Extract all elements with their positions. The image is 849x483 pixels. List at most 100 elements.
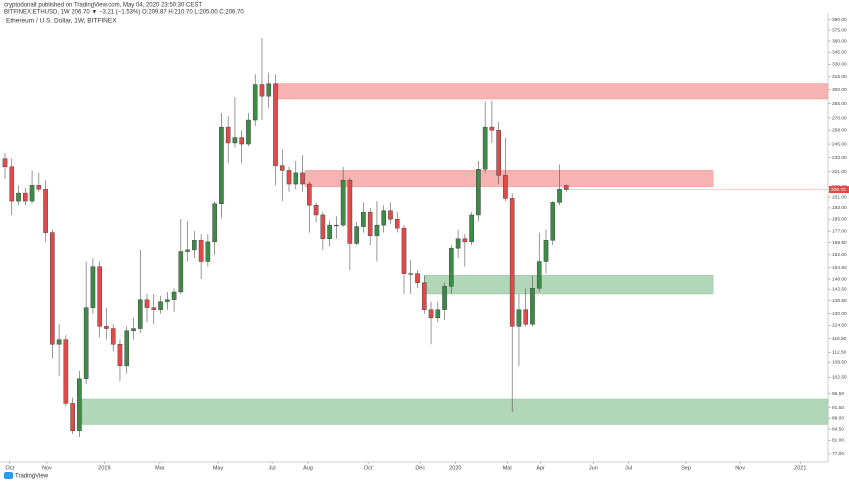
- y-tick-label: 258.00: [832, 127, 847, 133]
- candle-body: [509, 198, 515, 327]
- candle-body: [563, 185, 569, 190]
- candle-body: [43, 188, 48, 233]
- zone: [81, 398, 829, 425]
- x-tick-label: Jun: [589, 465, 598, 471]
- y-tick-label: 270.00: [832, 115, 847, 121]
- y-tick-label: 84.50: [832, 426, 844, 432]
- candle-body: [259, 84, 265, 97]
- candle-body: [192, 240, 197, 251]
- candle-body: [36, 185, 42, 190]
- candle-body: [550, 202, 556, 241]
- candle-body: [381, 210, 387, 226]
- x-tick-label: Jul: [625, 465, 632, 471]
- y-tick-label: 345.00: [832, 50, 847, 56]
- x-tick-label: Mar: [503, 465, 513, 471]
- y-tick-label: 77.00: [832, 451, 844, 457]
- candle-body: [313, 204, 319, 216]
- candle-body: [300, 172, 305, 185]
- candle-body: [178, 251, 184, 293]
- candle-body: [22, 192, 28, 202]
- x-tick-label: Aug: [303, 465, 313, 471]
- zone: [275, 83, 829, 100]
- x-tick-label: Apr: [536, 465, 545, 471]
- candle-body: [476, 169, 481, 216]
- candle-body: [56, 339, 62, 345]
- candle-body: [428, 309, 434, 319]
- candle-body: [327, 224, 332, 239]
- zone: [424, 275, 714, 295]
- candle-body: [536, 261, 542, 289]
- candle-body: [523, 309, 529, 325]
- x-tick-label: Jul: [269, 465, 276, 471]
- y-tick-label: 118.50: [832, 336, 847, 342]
- y-tick-label: 193.00: [832, 205, 847, 211]
- y-tick-label: 112.50: [832, 350, 847, 356]
- y-tick-label: 124.50: [832, 323, 847, 329]
- y-tick-label: 285.00: [832, 101, 847, 107]
- y-tick-label: 142.50: [832, 286, 847, 292]
- y-tick-label: 91.50: [832, 405, 844, 411]
- candle-body: [421, 282, 427, 310]
- candle-body: [394, 219, 400, 229]
- x-tick-label: Oct: [364, 465, 373, 471]
- candle-body: [225, 126, 231, 144]
- candle-body: [266, 83, 272, 97]
- candle-body: [388, 210, 393, 220]
- y-tick-label: 154.50: [832, 265, 847, 271]
- candle-body: [212, 203, 217, 243]
- candle-body: [401, 227, 407, 274]
- candle-body: [232, 137, 238, 144]
- candle-body: [286, 170, 292, 185]
- candle-body: [543, 240, 549, 262]
- candle-body: [198, 240, 204, 262]
- y-tick-label: 375.00: [832, 27, 847, 33]
- x-tick-label: Nov: [735, 465, 745, 471]
- zone: [304, 170, 714, 188]
- candle-body: [293, 172, 299, 185]
- candle-body: [219, 126, 224, 204]
- chart-title: Ethereum / U.S. Dollar, 1W, BITFINEX: [6, 18, 117, 25]
- candle-body: [334, 224, 339, 227]
- x-tick-label: Oct: [5, 465, 14, 471]
- candle-body: [367, 211, 373, 236]
- candle-body: [307, 183, 312, 206]
- symbol-line: BITFINEX:ETHUSD, 1W 206.70 ▼ −3.21 (−1.5…: [4, 10, 244, 16]
- candle-body: [516, 309, 522, 327]
- candle-body: [171, 291, 177, 300]
- y-tick-label: 177.00: [832, 228, 847, 234]
- candle-body: [158, 301, 163, 310]
- candle-body: [496, 130, 501, 176]
- y-tick-label: 221.00: [832, 169, 847, 175]
- y-tick-label: 201.00: [832, 194, 847, 200]
- candle-body: [482, 126, 488, 170]
- last-price-badge: [829, 186, 849, 194]
- y-tick-label: 162.00: [832, 252, 847, 258]
- x-tick-label: Sep: [681, 465, 691, 471]
- candle-body: [77, 378, 82, 431]
- candle-body: [29, 185, 35, 202]
- x-tick-label: Mar: [155, 465, 165, 471]
- candle-body: [205, 241, 211, 262]
- candle-body: [9, 166, 15, 202]
- candle-body: [340, 180, 346, 226]
- candle-body: [435, 309, 441, 319]
- footer: TradingView: [15, 474, 49, 480]
- y-tick-label: 81.00: [832, 438, 844, 444]
- candle-body: [273, 83, 278, 166]
- candle-body: [144, 299, 150, 308]
- candle-body: [557, 188, 562, 203]
- candle-body: [252, 84, 258, 121]
- y-tick-label: 130.00: [832, 311, 847, 317]
- candle-body: [97, 266, 102, 327]
- x-tick-label: 2020: [449, 465, 461, 471]
- candle-body: [165, 299, 170, 302]
- candle-body: [415, 273, 420, 283]
- y-tick-label: 108.50: [832, 359, 847, 365]
- x-tick-label: Nov: [42, 465, 52, 471]
- candle-body: [50, 232, 55, 345]
- candle-body: [489, 126, 495, 131]
- y-tick-label: 88.00: [832, 415, 844, 421]
- candle-body: [63, 339, 69, 404]
- x-tick-label: 2019: [98, 465, 110, 471]
